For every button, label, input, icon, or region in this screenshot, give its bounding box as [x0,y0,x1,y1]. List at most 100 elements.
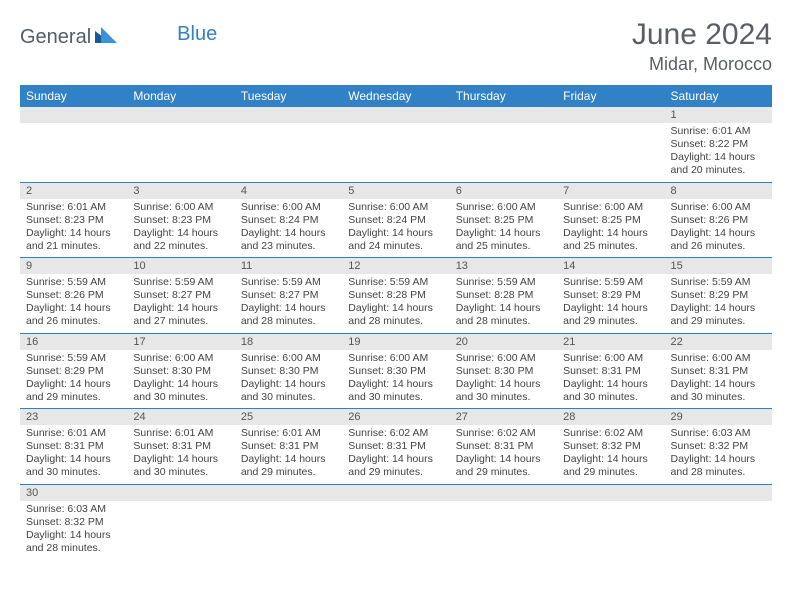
day-cell [20,123,127,182]
day-details: Sunrise: 6:00 AMSunset: 8:31 PMDaylight:… [557,350,664,409]
title-block: June 2024 Midar, Morocco [632,18,772,75]
weekday-header: Tuesday [235,85,342,107]
daynum-cell: 2 [20,182,127,199]
day-cell: Sunrise: 6:01 AMSunset: 8:31 PMDaylight:… [235,425,342,484]
day-cell: Sunrise: 5:59 AMSunset: 8:29 PMDaylight:… [665,274,772,333]
day-details: Sunrise: 6:00 AMSunset: 8:31 PMDaylight:… [665,350,772,409]
week-row: Sunrise: 6:03 AMSunset: 8:32 PMDaylight:… [20,501,772,560]
day-details: Sunrise: 5:59 AMSunset: 8:28 PMDaylight:… [342,274,449,333]
day-cell: Sunrise: 6:00 AMSunset: 8:31 PMDaylight:… [557,350,664,409]
day-details: Sunrise: 6:00 AMSunset: 8:26 PMDaylight:… [665,199,772,258]
day-number [450,485,557,501]
daynum-cell [20,107,127,123]
day-cell: Sunrise: 6:01 AMSunset: 8:31 PMDaylight:… [127,425,234,484]
day-number [665,485,772,501]
daynum-cell: 16 [20,333,127,350]
day-details: Sunrise: 6:00 AMSunset: 8:30 PMDaylight:… [450,350,557,409]
day-number [557,485,664,501]
day-number: 18 [235,334,342,350]
day-cell: Sunrise: 6:00 AMSunset: 8:25 PMDaylight:… [450,199,557,258]
weekday-header: Sunday [20,85,127,107]
day-cell: Sunrise: 6:00 AMSunset: 8:30 PMDaylight:… [127,350,234,409]
day-number: 20 [450,334,557,350]
day-number [127,107,234,123]
day-cell: Sunrise: 5:59 AMSunset: 8:28 PMDaylight:… [450,274,557,333]
daynum-cell [557,484,664,501]
day-cell: Sunrise: 6:02 AMSunset: 8:31 PMDaylight:… [342,425,449,484]
daynum-row: 1 [20,107,772,123]
day-details: Sunrise: 6:01 AMSunset: 8:31 PMDaylight:… [20,425,127,484]
daynum-cell: 11 [235,258,342,275]
day-number: 15 [665,258,772,274]
daynum-row: 9101112131415 [20,258,772,275]
daynum-cell [127,484,234,501]
day-details: Sunrise: 6:00 AMSunset: 8:30 PMDaylight:… [342,350,449,409]
day-number: 29 [665,409,772,425]
day-number: 26 [342,409,449,425]
day-cell: Sunrise: 6:01 AMSunset: 8:31 PMDaylight:… [20,425,127,484]
day-number: 19 [342,334,449,350]
daynum-cell: 3 [127,182,234,199]
daynum-cell: 21 [557,333,664,350]
day-cell: Sunrise: 6:01 AMSunset: 8:23 PMDaylight:… [20,199,127,258]
day-number [450,107,557,123]
daynum-cell: 27 [450,409,557,426]
day-number: 11 [235,258,342,274]
daynum-cell: 30 [20,484,127,501]
day-cell: Sunrise: 6:00 AMSunset: 8:30 PMDaylight:… [342,350,449,409]
week-row: Sunrise: 6:01 AMSunset: 8:22 PMDaylight:… [20,123,772,182]
day-cell: Sunrise: 6:00 AMSunset: 8:24 PMDaylight:… [235,199,342,258]
daynum-cell: 15 [665,258,772,275]
daynum-cell [235,484,342,501]
day-cell: Sunrise: 6:00 AMSunset: 8:26 PMDaylight:… [665,199,772,258]
day-details: Sunrise: 6:02 AMSunset: 8:31 PMDaylight:… [342,425,449,484]
day-number [235,485,342,501]
day-number: 30 [20,485,127,501]
day-cell: Sunrise: 5:59 AMSunset: 8:27 PMDaylight:… [127,274,234,333]
day-details: Sunrise: 5:59 AMSunset: 8:29 PMDaylight:… [557,274,664,333]
daynum-row: 30 [20,484,772,501]
week-row: Sunrise: 6:01 AMSunset: 8:31 PMDaylight:… [20,425,772,484]
day-cell: Sunrise: 5:59 AMSunset: 8:29 PMDaylight:… [557,274,664,333]
day-number: 14 [557,258,664,274]
day-details: Sunrise: 6:00 AMSunset: 8:23 PMDaylight:… [127,199,234,258]
day-number [20,107,127,123]
daynum-cell: 1 [665,107,772,123]
day-number: 13 [450,258,557,274]
daynum-cell: 24 [127,409,234,426]
daynum-cell [342,107,449,123]
day-details: Sunrise: 5:59 AMSunset: 8:27 PMDaylight:… [127,274,234,333]
day-cell [342,123,449,182]
day-details: Sunrise: 6:00 AMSunset: 8:25 PMDaylight:… [557,199,664,258]
logo-text-general: General [20,26,91,49]
day-cell [450,501,557,560]
daynum-cell [450,484,557,501]
daynum-cell [665,484,772,501]
day-details: Sunrise: 6:00 AMSunset: 8:25 PMDaylight:… [450,199,557,258]
day-cell: Sunrise: 6:00 AMSunset: 8:30 PMDaylight:… [450,350,557,409]
weekday-header: Monday [127,85,234,107]
day-number: 7 [557,183,664,199]
daynum-cell: 17 [127,333,234,350]
daynum-cell: 8 [665,182,772,199]
weekday-header: Thursday [450,85,557,107]
daynum-cell: 19 [342,333,449,350]
day-details: Sunrise: 6:01 AMSunset: 8:23 PMDaylight:… [20,199,127,258]
location: Midar, Morocco [632,54,772,75]
month-title: June 2024 [632,18,772,52]
day-details: Sunrise: 6:01 AMSunset: 8:31 PMDaylight:… [127,425,234,484]
day-cell: Sunrise: 6:00 AMSunset: 8:24 PMDaylight:… [342,199,449,258]
day-details: Sunrise: 6:00 AMSunset: 8:24 PMDaylight:… [342,199,449,258]
day-number: 22 [665,334,772,350]
day-number [235,107,342,123]
daynum-cell: 6 [450,182,557,199]
daynum-cell: 13 [450,258,557,275]
day-cell: Sunrise: 6:00 AMSunset: 8:23 PMDaylight:… [127,199,234,258]
daynum-cell: 28 [557,409,664,426]
daynum-row: 2345678 [20,182,772,199]
day-details: Sunrise: 6:03 AMSunset: 8:32 PMDaylight:… [665,425,772,484]
logo-triangle-icon [95,27,117,48]
day-cell [127,501,234,560]
day-details: Sunrise: 6:03 AMSunset: 8:32 PMDaylight:… [20,501,127,560]
day-details: Sunrise: 6:00 AMSunset: 8:30 PMDaylight:… [235,350,342,409]
